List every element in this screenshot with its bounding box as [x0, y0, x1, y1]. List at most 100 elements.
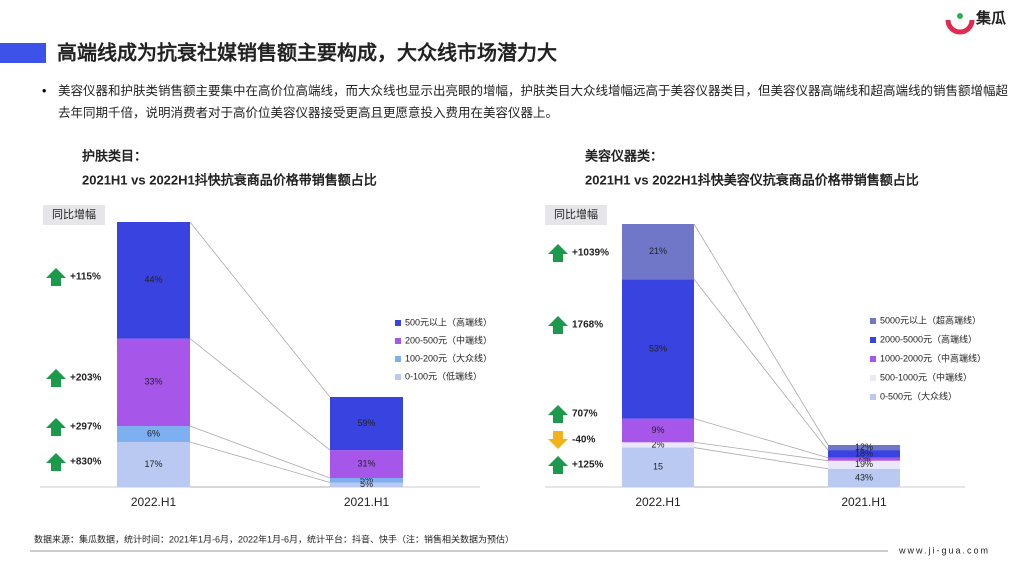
value-label: 53%	[649, 343, 667, 353]
growth-arrow	[548, 244, 568, 262]
legend-label: 1000-2000元（中高端线）	[880, 352, 986, 363]
connector	[189, 221, 331, 398]
legend-label: 0-100元（低端线）	[405, 370, 482, 381]
chart-title: 美容仪器类：	[585, 148, 663, 163]
chart-subtitle: 2021H1 vs 2022H1抖快抗衰商品价格带销售额占比	[82, 172, 377, 187]
value-label: 17%	[144, 459, 162, 469]
title-bar	[0, 43, 46, 63]
growth-arrow	[46, 268, 66, 286]
bullet-text: 美容仪器和护肤类销售额主要集中在高价位高端线，而大众线也显示出亮眼的增幅，护肤类…	[58, 84, 1009, 120]
value-label: 7%	[857, 454, 870, 464]
bar-segment	[622, 418, 694, 443]
growth-arrow	[548, 405, 568, 423]
connector	[693, 447, 829, 470]
value-label: 5%	[360, 475, 373, 485]
value-label: 9%	[651, 425, 664, 435]
legend-label: 0-500元（大众线）	[880, 390, 957, 401]
growth-label: +830%	[70, 457, 102, 468]
value-label: 59%	[357, 418, 375, 428]
bullet-dot: •	[42, 84, 47, 98]
value-label: 19%	[855, 459, 873, 469]
connector	[693, 418, 829, 459]
legend-label: 5000元以上（超高端线）	[880, 314, 981, 325]
growth-label: +297%	[70, 422, 102, 433]
connector	[693, 278, 829, 451]
value-label: 44%	[144, 275, 162, 285]
legend-label: 500-1000元（中端线）	[880, 371, 972, 382]
value-label: 15	[653, 462, 663, 472]
growth-label: 707%	[572, 409, 598, 420]
connector	[189, 425, 331, 479]
legend-swatch	[870, 356, 876, 362]
growth-label: +203%	[70, 373, 102, 384]
legend-label: 500元以上（高端线）	[405, 316, 492, 327]
legend-swatch	[395, 338, 401, 344]
growth-arrow	[46, 418, 66, 436]
legend-swatch	[395, 320, 401, 326]
legend-swatch	[870, 394, 876, 400]
bar-segment	[117, 222, 190, 339]
legend-swatch	[870, 318, 876, 324]
bar-segment	[622, 224, 694, 280]
bar-segment	[828, 457, 900, 461]
bar-segment	[330, 450, 403, 478]
chart-subtitle: 2021H1 vs 2022H1抖快美容仪抗衰商品价格带销售额占比	[585, 172, 919, 187]
legend-swatch	[395, 356, 401, 362]
value-label: 6%	[147, 428, 160, 438]
x-tick-label: 2022.H1	[131, 495, 177, 509]
x-tick-label: 2021.H1	[344, 495, 390, 509]
bar-segment	[117, 441, 190, 487]
url: www.ji-gua.com	[898, 545, 990, 555]
legend-swatch	[870, 375, 876, 381]
logo: 集瓜	[975, 9, 1006, 27]
bar-segment	[828, 468, 900, 487]
logo-dot	[957, 13, 963, 19]
value-label: 21%	[649, 246, 667, 256]
growth-label: +115%	[70, 272, 101, 283]
source: 数据来源：集瓜数据，统计时间：2021年1月-6月，2022年1月-6月，统计平…	[34, 533, 514, 544]
title: 高端线成为抗衰社媒销售额主要构成，大众线市场潜力大	[57, 40, 557, 64]
value-label: 43%	[855, 472, 873, 482]
bar-segment	[622, 279, 694, 419]
growth-title: 同比增幅	[52, 207, 96, 221]
growth-label: +125%	[572, 460, 604, 471]
value-label: 31%	[357, 458, 375, 468]
bar-segment	[828, 445, 900, 451]
value-label: 12%	[855, 442, 873, 452]
x-tick-label: 2022.H1	[635, 495, 681, 509]
legend-swatch	[395, 374, 401, 380]
growth-arrow	[46, 453, 66, 471]
x-tick-label: 2021.H1	[841, 495, 887, 509]
chart-title: 护肤类目：	[82, 148, 147, 163]
legend-swatch	[870, 337, 876, 343]
growth-arrow	[548, 456, 568, 474]
bar-segment	[117, 426, 190, 442]
bar-segment	[622, 447, 694, 487]
bar-segment	[330, 482, 403, 487]
value-label: 5%	[360, 479, 373, 489]
bar-segment	[828, 450, 900, 458]
growth-arrow	[46, 369, 66, 387]
connector	[189, 441, 331, 483]
connector	[693, 441, 829, 462]
legend-label: 100-200元（大众线）	[405, 352, 492, 363]
growth-title-bg	[43, 205, 105, 225]
bar-segment	[330, 397, 403, 451]
legend-label: 2000-5000元（高端线）	[880, 333, 977, 344]
logo-icon	[945, 19, 975, 35]
growth-label: -40%	[572, 435, 595, 446]
growth-arrow	[548, 431, 568, 449]
bar-segment	[828, 460, 900, 469]
value-label: 33%	[144, 377, 162, 387]
value-label: 2%	[651, 439, 664, 449]
growth-title: 同比增幅	[554, 207, 598, 221]
growth-arrow	[548, 316, 568, 334]
bar-segment	[117, 338, 190, 427]
growth-title-bg	[545, 205, 607, 225]
legend-label: 200-500元（中端线）	[405, 334, 492, 345]
bar-segment	[330, 478, 403, 483]
connector	[693, 223, 829, 446]
growth-label: 1768%	[572, 320, 603, 331]
